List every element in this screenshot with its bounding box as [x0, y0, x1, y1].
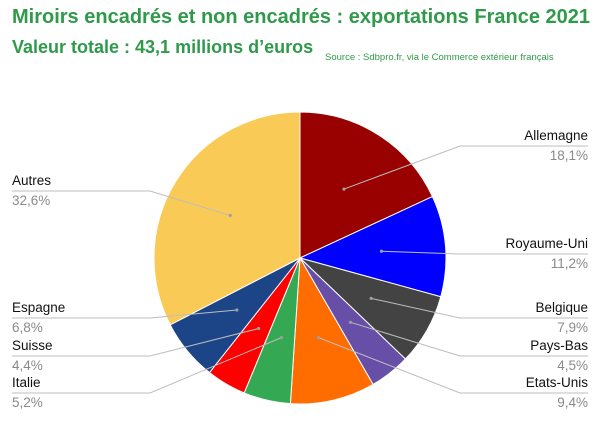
slice-value-espagne: 6,8%: [12, 320, 43, 335]
pie-slices: [153, 111, 447, 405]
pie-slice-autres: [153, 111, 301, 326]
chart-title: Miroirs encadrés et non encadrés : expor…: [12, 6, 590, 28]
leader-dot-pays-bas: [348, 320, 353, 324]
slice-label-autres: Autres: [12, 173, 51, 188]
slice-label-italie: Italie: [12, 375, 41, 390]
source-note: Source : Sdbpro.fr, via le Commerce exté…: [325, 52, 554, 63]
leader-dot-belgique: [369, 296, 373, 300]
leader-dot-espagne: [235, 308, 239, 312]
leader-dot-royaume-uni: [379, 249, 384, 253]
slice-value-italie: 5,2%: [12, 395, 43, 410]
slice-label-pays-bas: Pays-Bas: [530, 338, 588, 353]
leader-line-autres: [12, 190, 231, 216]
leader-line-royaume-uni: [381, 250, 588, 255]
slice-label-belgique: Belgique: [535, 300, 588, 315]
slice-label-espagne: Espagne: [12, 300, 65, 315]
leader-dot-italie: [279, 336, 284, 340]
slice-value-suisse: 4,4%: [12, 358, 43, 373]
leader-line-etats-unis: [318, 337, 588, 394]
pie-slice-royaume-uni: [298, 195, 447, 298]
leader-line-suisse: [12, 328, 259, 357]
slice-value-allemagne: 18,1%: [550, 148, 588, 163]
slice-label-royaume-uni: Royaume-Uni: [505, 236, 588, 251]
leader-dot-autres: [228, 213, 232, 218]
leader-line-espagne: [12, 309, 237, 319]
slice-value-belgique: 7,9%: [557, 320, 588, 335]
leader-dot-suisse: [257, 326, 261, 331]
slice-label-etats-unis: Etats-Unis: [526, 375, 589, 390]
slice-value-royaume-uni: 11,2%: [551, 256, 588, 271]
chart-subtitle: Valeur totale : 43,1 millions d’euros: [12, 37, 314, 57]
slice-label-suisse: Suisse: [12, 338, 53, 353]
slice-label-allemagne: Allemagne: [524, 128, 588, 143]
slice-value-autres: 32,6%: [12, 193, 50, 208]
leader-line-belgique: [370, 297, 588, 319]
leader-dot-etats-unis: [316, 336, 321, 340]
slice-labels: Allemagne 18,1% Royaume-Uni 11,2% Belgique 7,…: [12, 128, 588, 410]
leader-dot-allemagne: [342, 187, 346, 191]
leader-line-allemagne: [343, 145, 588, 190]
slice-value-pays-bas: 4,5%: [557, 358, 588, 373]
pie-slice-allemagne: [299, 111, 434, 259]
leader-lines: [12, 145, 588, 394]
slice-value-etats-unis: 9,4%: [557, 395, 588, 410]
leader-line-pays-bas: [350, 321, 588, 357]
leader-line-italie: [12, 337, 282, 394]
pie-slice-etats-unis: [289, 256, 374, 405]
